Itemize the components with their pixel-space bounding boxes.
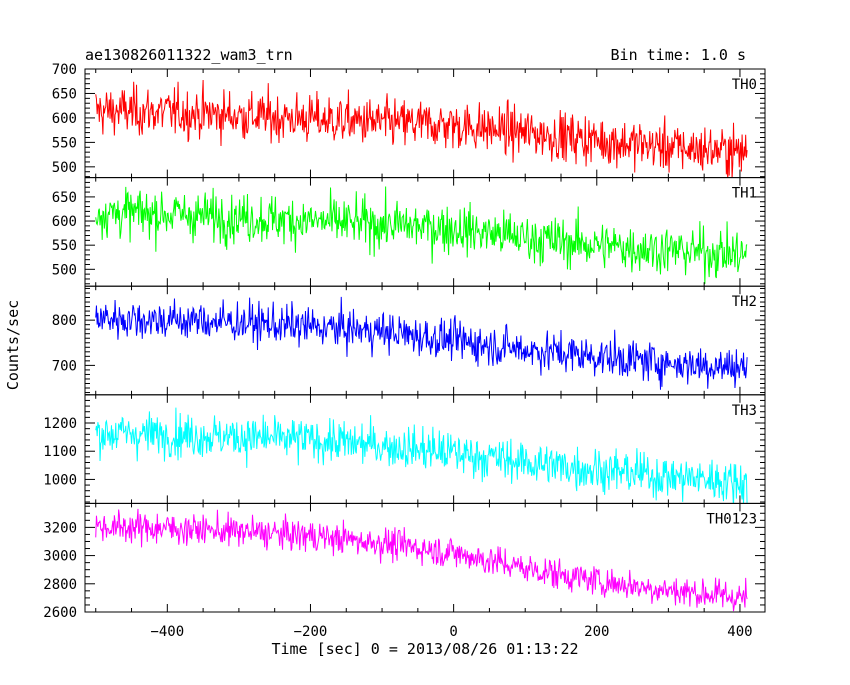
x-axis: −400 −200 0 200 400 [150, 624, 752, 640]
y-tick-label: 1100 [43, 444, 77, 460]
panel-label-th0: TH0 [732, 77, 757, 93]
panel-th1: 500 550 600 650 TH1 [52, 177, 766, 287]
series-line-th0123 [95, 508, 748, 612]
x-tick-label: −200 [294, 624, 328, 640]
panel-frame [84, 177, 766, 287]
panel-label-th3: TH3 [732, 403, 757, 419]
y-tick-label: 1200 [43, 416, 77, 432]
y-tick-label: 600 [52, 111, 77, 127]
y-tick-label: 2800 [43, 577, 77, 593]
y-tick-label: 700 [52, 62, 77, 78]
panel-th3: 1000 1100 1200 TH3 [43, 394, 766, 504]
y-tick-label: 700 [52, 358, 77, 374]
y-tick-label: 500 [52, 160, 77, 176]
y-tick-label: 500 [52, 262, 77, 278]
x-tick-label: −400 [150, 624, 184, 640]
panel-frame [84, 285, 766, 396]
panel-label-th0123: TH0123 [706, 511, 757, 527]
series-line-th1 [95, 186, 748, 284]
y-axis-label: Counts/sec [4, 300, 22, 390]
y-tick-label: 600 [52, 214, 77, 230]
y-tick-label: 650 [52, 86, 77, 102]
x-tick-label: 0 [449, 624, 457, 640]
x-tick-label: 200 [584, 624, 609, 640]
y-tick-label: 650 [52, 190, 77, 206]
y-tick-label: 3000 [43, 549, 77, 565]
panel-label-th2: TH2 [732, 294, 757, 310]
y-tick-label: 1000 [43, 472, 77, 488]
series-line-th3 [95, 407, 748, 504]
series-line-th0 [95, 79, 748, 178]
panel-frame [84, 502, 766, 613]
panel-label-th1: TH1 [732, 186, 757, 202]
x-axis-label: Time [sec] 0 = 2013/08/26 01:13:22 [271, 640, 578, 658]
x-tick-label: 400 [727, 624, 752, 640]
y-tick-label: 550 [52, 238, 77, 254]
y-tick-label: 550 [52, 135, 77, 151]
panels-group: 500 550 600 650 700 TH0 500 550 600 650 TH1 700 800 T… [43, 62, 766, 621]
panel-th0: 500 550 600 650 700 TH0 [52, 62, 766, 179]
chart-title: ae130826011322_wam3_trn [85, 46, 293, 64]
y-tick-label: 800 [52, 313, 77, 329]
y-tick-label: 3200 [43, 520, 77, 536]
series-line-th2 [95, 296, 748, 390]
panel-th2: 700 800 TH2 [52, 285, 766, 396]
y-tick-label: 2600 [43, 605, 77, 621]
bin-time-label: Bin time: 1.0 s [611, 46, 746, 64]
panel-th0123: 2600 2800 3000 3200 TH0123 [43, 502, 766, 621]
